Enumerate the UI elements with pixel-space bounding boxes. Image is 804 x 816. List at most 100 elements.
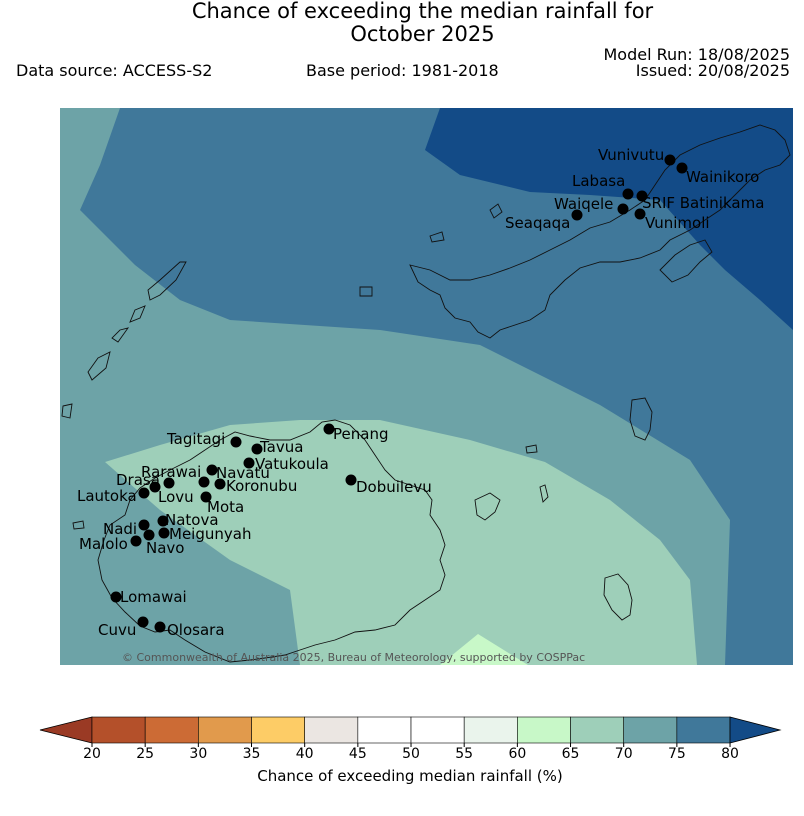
colorbar-tick-label: 75	[668, 746, 686, 762]
colorbar-segment	[570, 716, 625, 744]
town-label-lomawai: Lomawai	[120, 588, 187, 606]
colorbar-extend-high	[729, 716, 782, 744]
town-label-mota: Mota	[207, 498, 244, 516]
island-small-1	[539, 484, 549, 503]
town-label-vatukoula: Vatukoula	[255, 455, 329, 473]
colorbar-segment	[623, 716, 678, 744]
town-label-rarawai: Rarawai	[141, 463, 201, 481]
town-marker-dobuilevu	[345, 474, 357, 486]
town-marker-navo	[143, 529, 155, 541]
town-label-meigunyah: Meigunyah	[169, 525, 251, 543]
colorbar-segment	[517, 716, 571, 744]
colorbar-tick-label: 55	[455, 746, 473, 762]
colorbar: 20 25 30 35 40 45 50 55 60 65 70 75 80 Chance of exc…	[39, 716, 782, 785]
zone-75-80	[80, 108, 793, 665]
town-label-vunimoli: Vunimoli	[645, 214, 710, 232]
map-title-line2: October 2025	[350, 22, 495, 46]
town-marker-cuvu	[137, 616, 149, 628]
copyright-notice: © Commonwealth of Australia 2025, Bureau…	[122, 651, 585, 664]
town-marker-natova	[157, 515, 169, 527]
colorbar-tick-label: 35	[243, 746, 261, 762]
colorbar-segment	[91, 716, 146, 744]
base-period: Base period: 1981-2018	[306, 61, 499, 80]
colorbar-tick-label: 60	[508, 746, 526, 762]
town-label-koronubu: Koronubu	[226, 477, 297, 495]
town-marker-vunivutu	[664, 154, 676, 166]
town-marker-tagitagi	[230, 436, 242, 448]
town-label-tavua: Tavua	[259, 438, 303, 456]
town-marker-wainikoro	[676, 162, 688, 174]
colorbar-label: Chance of exceeding median rainfall (%)	[257, 767, 562, 785]
town-marker-srif-batinikama	[636, 190, 648, 202]
town-label-natova: Natova	[165, 511, 219, 529]
island-east-2	[603, 573, 633, 621]
town-marker-mota	[200, 491, 212, 503]
issued-date: Issued: 20/08/2025	[635, 61, 790, 80]
town-marker-malolo	[130, 535, 142, 547]
yasawa-group	[61, 261, 187, 419]
town-marker-labasa	[622, 188, 634, 200]
town-label-cuvu: Cuvu	[98, 621, 136, 639]
colorbar-tick-label: 70	[615, 746, 633, 762]
colorbar-tick-label: 20	[83, 746, 101, 762]
town-marker-seaqaqa	[571, 209, 583, 221]
colorbar-tick-label: 65	[562, 746, 580, 762]
town-marker-lomawai	[110, 591, 122, 603]
town-label-nadi: Nadi	[103, 520, 137, 538]
viti-levu-coast	[97, 419, 446, 663]
map-title-line1: Chance of exceeding the median rainfall …	[191, 0, 654, 23]
town-label-lautoka: Lautoka	[77, 487, 137, 505]
colorbar-tick-label: 25	[136, 746, 154, 762]
town-label-navo: Navo	[146, 539, 184, 557]
island-east-1	[629, 397, 653, 441]
colorbar-segment	[463, 716, 518, 744]
model-run: Model Run: 18/08/2025	[603, 45, 791, 64]
colorbar-segment	[357, 716, 412, 744]
town-marker-vatukoula	[243, 457, 255, 469]
town-label-lovu: Lovu	[158, 488, 194, 506]
town-label-navatu: Navatu	[216, 464, 270, 482]
town-label-penang: Penang	[333, 425, 388, 443]
colorbar-segment	[304, 716, 359, 744]
town-labels: Vunivutu Wainikoro Labasa SRIF Batinikama Wa…	[77, 146, 764, 639]
zone-65-70	[105, 420, 697, 665]
zone-80-plus	[425, 108, 793, 330]
town-marker-rarawai	[206, 464, 218, 476]
town-label-drasa: Drasa	[116, 471, 160, 489]
colorbar-segment	[144, 716, 199, 744]
town-marker-drasa	[149, 481, 161, 493]
colorbar-segment	[198, 716, 252, 744]
colorbar-tick-label: 45	[349, 746, 367, 762]
town-label-waiqele: Waiqele	[554, 195, 613, 213]
colorbar-segment	[410, 716, 465, 744]
town-label-labasa: Labasa	[572, 172, 625, 190]
town-marker-waiqele	[617, 203, 629, 215]
colorbar-segment	[676, 716, 731, 744]
island-small-3	[429, 203, 503, 243]
colorbar-tick-label: 80	[721, 746, 739, 762]
town-marker-koronubu	[214, 478, 226, 490]
town-marker-lautoka	[138, 487, 150, 499]
town-markers	[110, 154, 688, 633]
coastlines	[61, 124, 791, 663]
town-label-wainikoro: Wainikoro	[686, 168, 759, 186]
town-label-dobuilevu: Dobuilevu	[356, 478, 432, 496]
data-source: Data source: ACCESS-S2	[16, 61, 213, 80]
probability-zones	[60, 108, 793, 665]
town-marker-penang	[323, 423, 335, 435]
island-small-2	[359, 286, 373, 297]
colorbar-tick-label: 40	[296, 746, 314, 762]
town-label-srif-batinikama: SRIF Batinikama	[642, 194, 764, 212]
town-marker-vunimoli	[634, 208, 646, 220]
town-marker-navatu	[198, 476, 210, 488]
colorbar-segment	[251, 716, 305, 744]
town-marker-nadi	[138, 519, 150, 531]
island-kadavu	[474, 492, 501, 521]
colorbar-tick-label: 30	[189, 746, 207, 762]
island-small-4	[72, 444, 538, 530]
taveuni-coast	[659, 239, 713, 283]
vanua-levu-coast	[409, 124, 791, 339]
zone-60-65	[440, 634, 528, 665]
colorbar-extend-low	[39, 716, 93, 744]
